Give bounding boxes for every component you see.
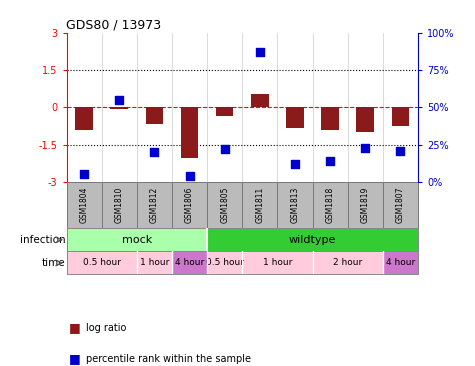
Bar: [207, 251, 242, 274]
Text: GSM1806: GSM1806: [185, 187, 194, 223]
Text: percentile rank within the sample: percentile rank within the sample: [86, 354, 250, 364]
Bar: [66, 228, 207, 251]
Bar: [66, 251, 137, 274]
Text: 1 hour: 1 hour: [263, 258, 292, 268]
Text: ■: ■: [69, 352, 81, 365]
Text: GSM1812: GSM1812: [150, 187, 159, 223]
Text: ■: ■: [69, 321, 81, 334]
Text: GSM1813: GSM1813: [291, 187, 299, 223]
Text: GSM1804: GSM1804: [80, 187, 88, 223]
Bar: [391, 107, 409, 126]
Text: 4 hour: 4 hour: [386, 258, 415, 268]
Text: wildtype: wildtype: [289, 235, 336, 245]
Text: GSM1818: GSM1818: [326, 187, 334, 223]
Text: GSM1811: GSM1811: [256, 187, 264, 223]
Bar: [172, 251, 207, 274]
Point: [291, 161, 299, 167]
Point: [151, 149, 158, 155]
Point: [221, 146, 228, 152]
Bar: [110, 107, 128, 109]
Bar: [286, 107, 304, 128]
Text: infection: infection: [20, 235, 66, 245]
Text: GDS80 / 13973: GDS80 / 13973: [66, 19, 162, 32]
Bar: [137, 251, 172, 274]
Bar: [75, 107, 93, 130]
Point: [397, 147, 404, 153]
Text: GSM1819: GSM1819: [361, 187, 370, 223]
Text: GSM1810: GSM1810: [115, 187, 124, 223]
Bar: [242, 251, 313, 274]
Bar: [180, 107, 199, 158]
Bar: [216, 107, 233, 116]
Text: GSM1805: GSM1805: [220, 187, 229, 223]
Point: [326, 158, 334, 164]
Bar: [321, 107, 339, 130]
Point: [256, 49, 264, 55]
Text: 0.5 hour: 0.5 hour: [206, 258, 244, 268]
Text: log ratio: log ratio: [86, 322, 126, 333]
Point: [186, 173, 193, 179]
Point: [361, 145, 369, 150]
Bar: [251, 94, 269, 107]
Bar: [145, 107, 163, 124]
Text: 0.5 hour: 0.5 hour: [83, 258, 121, 268]
Text: 4 hour: 4 hour: [175, 258, 204, 268]
Point: [115, 97, 123, 103]
Text: GSM1807: GSM1807: [396, 187, 405, 223]
Point: [80, 172, 88, 178]
Bar: [383, 251, 418, 274]
Bar: [207, 228, 418, 251]
Text: 1 hour: 1 hour: [140, 258, 169, 268]
Text: time: time: [42, 258, 66, 268]
Text: mock: mock: [122, 235, 152, 245]
Text: 2 hour: 2 hour: [333, 258, 362, 268]
Bar: [356, 107, 374, 132]
Bar: [313, 251, 383, 274]
